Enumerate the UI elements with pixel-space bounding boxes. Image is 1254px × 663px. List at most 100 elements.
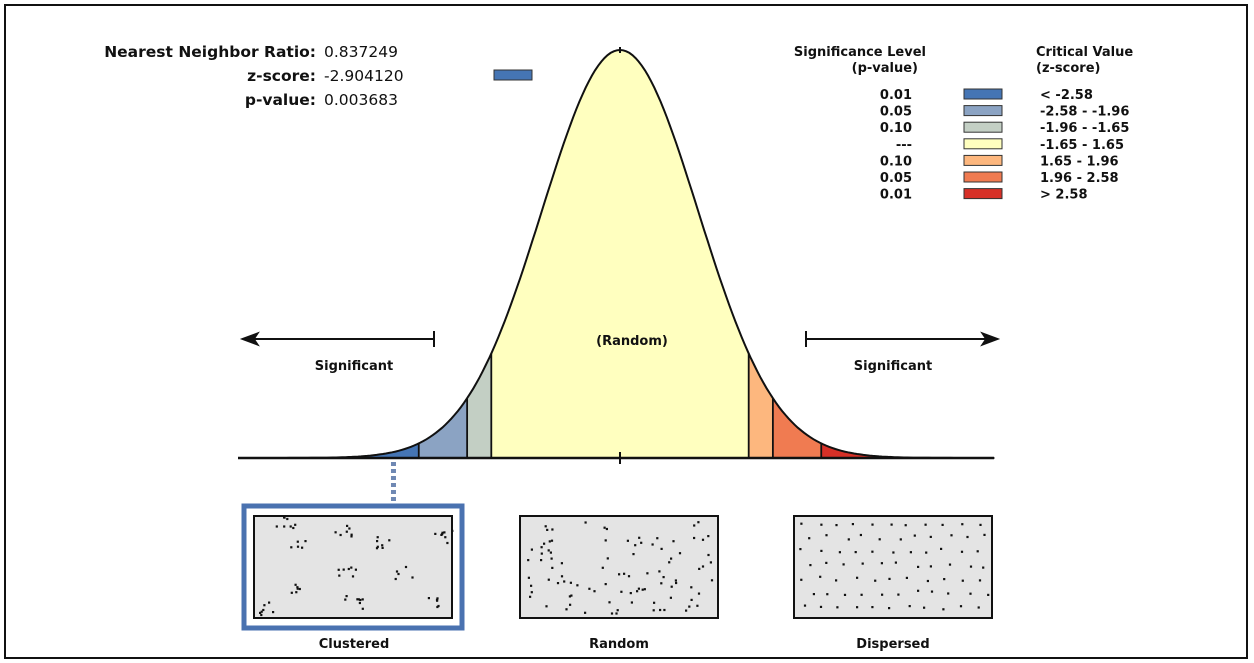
- point: [588, 587, 591, 590]
- point: [697, 592, 701, 595]
- point: [530, 548, 533, 551]
- point: [670, 557, 673, 560]
- point: [292, 526, 295, 530]
- point: [616, 609, 619, 612]
- point: [436, 599, 439, 602]
- point: [404, 565, 408, 569]
- point: [847, 538, 850, 541]
- point: [800, 578, 803, 581]
- point: [603, 526, 606, 529]
- point: [623, 572, 626, 575]
- curve-region-2: [467, 353, 492, 458]
- legend-swatch-1: [963, 105, 1003, 117]
- point: [620, 590, 623, 593]
- point: [859, 533, 862, 537]
- legend-z-6: > 2.58: [1040, 188, 1088, 203]
- curve-region-0: [245, 443, 419, 458]
- point: [656, 537, 659, 540]
- point: [637, 587, 640, 590]
- point: [296, 586, 299, 589]
- point: [388, 539, 391, 542]
- point: [899, 538, 902, 541]
- point: [707, 535, 710, 538]
- point: [560, 562, 563, 565]
- point: [397, 572, 400, 576]
- point: [296, 540, 299, 543]
- legend-crit-header-2: (z-score): [1036, 61, 1100, 76]
- point: [618, 573, 621, 576]
- curve-region-6: [821, 443, 995, 458]
- point: [843, 593, 847, 596]
- point: [651, 543, 654, 546]
- random-region-label: (Random): [596, 334, 668, 349]
- point: [701, 538, 705, 541]
- point: [874, 579, 877, 582]
- point: [812, 593, 815, 596]
- point: [905, 576, 908, 579]
- normal-curve: [245, 47, 995, 459]
- point: [260, 610, 263, 613]
- point: [298, 587, 301, 591]
- point: [604, 583, 607, 586]
- point: [632, 553, 635, 556]
- point: [530, 591, 533, 594]
- right-significant-label: Significant: [854, 359, 932, 374]
- point: [966, 535, 969, 539]
- point: [977, 606, 980, 609]
- point: [856, 576, 859, 579]
- point: [660, 582, 663, 585]
- point: [395, 570, 399, 573]
- point: [350, 566, 353, 569]
- point: [861, 562, 864, 565]
- point: [551, 528, 554, 531]
- point: [854, 551, 857, 554]
- point: [942, 608, 945, 611]
- point: [294, 583, 297, 586]
- point: [826, 593, 829, 596]
- point: [688, 605, 691, 608]
- point: [930, 590, 934, 593]
- point: [923, 606, 926, 609]
- point: [570, 594, 573, 597]
- clustered-points: [259, 516, 454, 617]
- point: [881, 593, 884, 596]
- point: [540, 546, 543, 549]
- point: [550, 539, 554, 542]
- point: [544, 525, 547, 528]
- point: [263, 604, 266, 607]
- point: [630, 601, 633, 604]
- point: [913, 534, 916, 537]
- point: [569, 581, 572, 584]
- point: [976, 550, 979, 553]
- point: [545, 605, 548, 608]
- point: [871, 606, 874, 609]
- point: [799, 548, 802, 551]
- point: [890, 523, 893, 526]
- point: [342, 568, 345, 571]
- point: [693, 536, 696, 540]
- point: [283, 525, 286, 528]
- point: [584, 611, 587, 614]
- point: [289, 525, 292, 528]
- point: [296, 545, 300, 548]
- point: [547, 549, 550, 552]
- legend-sig-header-2: (p-value): [852, 61, 918, 76]
- point: [262, 608, 265, 612]
- random-pattern-box: [519, 515, 719, 619]
- point: [549, 551, 552, 554]
- nnr-label: Nearest Neighbor Ratio:: [104, 43, 316, 61]
- curve-region-3: [491, 50, 749, 458]
- point: [375, 547, 379, 550]
- clustered-highlight: [241, 503, 465, 631]
- legend-p-6: 0.01: [880, 188, 912, 203]
- legend-p-2: 0.10: [880, 121, 912, 136]
- point: [627, 575, 631, 578]
- point: [987, 593, 990, 596]
- point: [357, 598, 360, 601]
- point: [334, 531, 337, 534]
- legend-crit-header-1: Critical Value: [1036, 45, 1133, 60]
- point: [527, 559, 530, 562]
- point: [670, 585, 673, 588]
- point: [880, 562, 883, 565]
- point: [809, 564, 812, 567]
